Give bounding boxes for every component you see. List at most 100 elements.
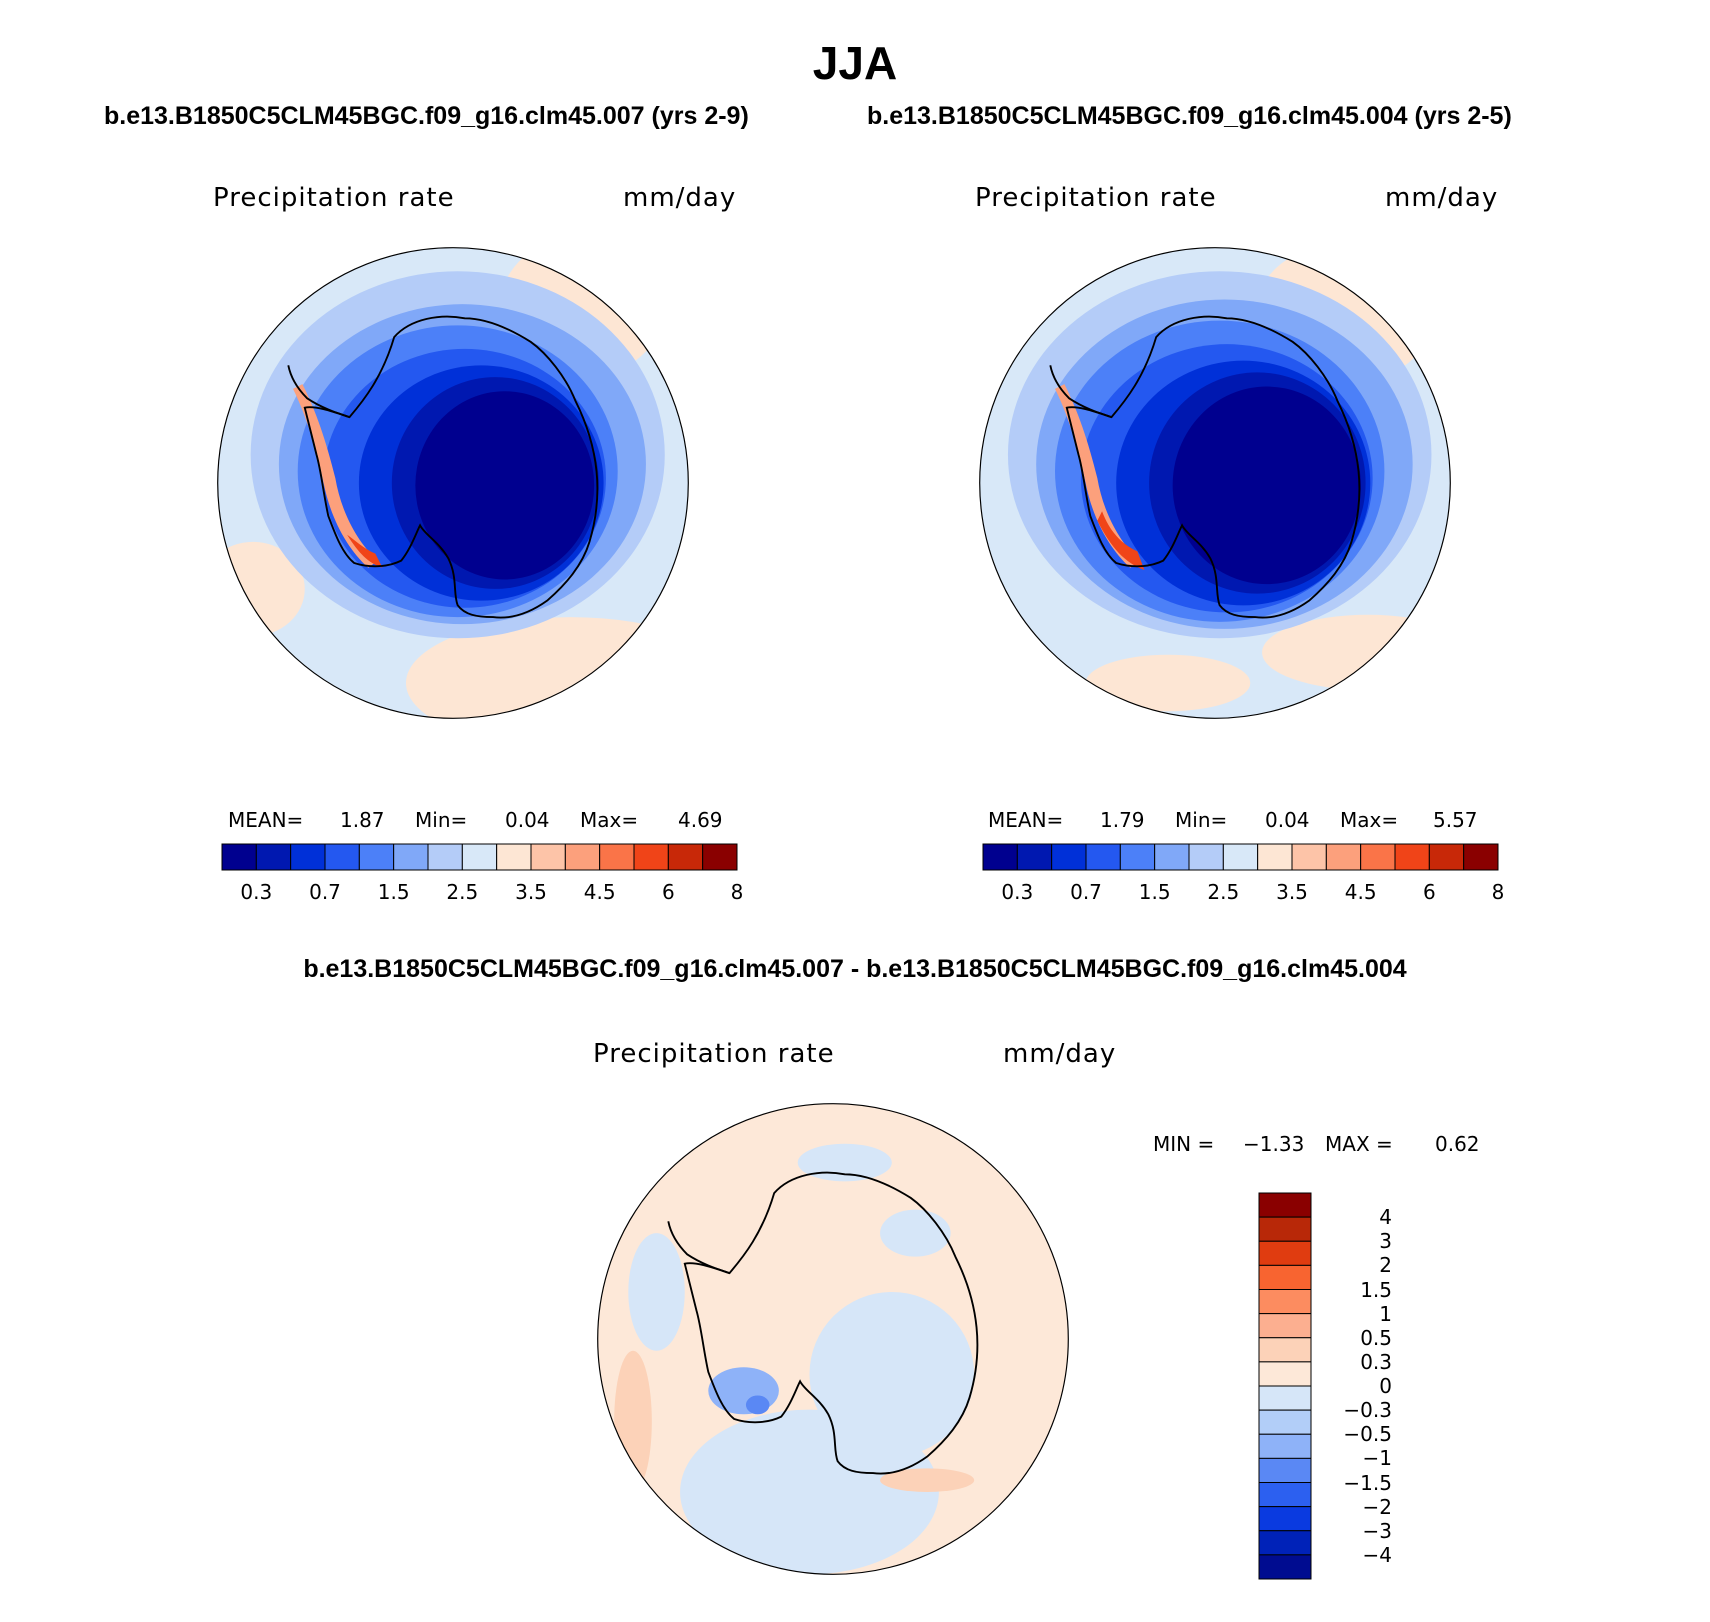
colorbar-swatch — [564, 843, 601, 871]
colorbar-tick-label: −2 — [1362, 1494, 1392, 1519]
panel1-max-label: Max= — [580, 808, 639, 832]
colorbar-swatch — [530, 843, 566, 871]
diff-min-label: MIN = — [1153, 1132, 1215, 1156]
colorbar-swatch — [1119, 843, 1156, 871]
colorbar-swatch — [1258, 1409, 1312, 1435]
colorbar-swatch — [702, 843, 738, 871]
panel2-colorbar — [982, 843, 1499, 871]
panel2-min: 0.04 — [1265, 808, 1310, 832]
colorbar-swatch — [1258, 1289, 1312, 1315]
colorbar-swatch — [599, 843, 635, 871]
colorbar-swatch — [290, 843, 326, 871]
colorbar-tick-label: 0.3 — [1001, 880, 1034, 904]
colorbar-swatch — [1428, 843, 1465, 871]
colorbar-swatch — [1258, 1554, 1312, 1580]
colorbar-swatch — [1257, 843, 1293, 871]
colorbar-swatch — [1325, 843, 1362, 871]
colorbar-tick-label: 0.5 — [1360, 1325, 1392, 1350]
panel2-map — [979, 247, 1451, 719]
colorbar-swatch — [255, 843, 292, 871]
colorbar-tick-label: 0.3 — [1360, 1349, 1392, 1374]
colorbar-swatch — [667, 843, 704, 871]
colorbar-swatch — [427, 843, 463, 871]
colorbar-swatch — [1463, 843, 1499, 871]
panel2-min-label: Min= — [1175, 808, 1228, 832]
colorbar-swatch — [324, 843, 360, 871]
diff-min: −1.33 — [1243, 1132, 1305, 1156]
colorbar-swatch — [1394, 843, 1430, 871]
colorbar-swatch — [1258, 1337, 1312, 1363]
colorbar-swatch — [1258, 1264, 1312, 1290]
colorbar-tick-label: 3 — [1379, 1229, 1392, 1254]
colorbar-swatch — [1258, 1313, 1312, 1339]
colorbar-swatch — [1258, 1530, 1312, 1556]
colorbar-swatch — [1291, 843, 1327, 871]
colorbar-tick-label: 0.3 — [240, 880, 273, 904]
colorbar-swatch — [1258, 1240, 1312, 1266]
right-case-title: b.e13.B1850C5CLM45BGC.f09_g16.clm45.004 … — [867, 102, 1512, 130]
colorbar-swatch — [1222, 843, 1259, 871]
colorbar-tick-label: 0 — [1379, 1374, 1392, 1398]
panel1-colorbar-labels: 0.3 0.7 1.5 2.5 3.5 4.5 6 8 — [222, 880, 743, 910]
colorbar-swatch — [1258, 1385, 1312, 1411]
colorbar-swatch — [1085, 843, 1121, 871]
colorbar-tick-label: −1 — [1362, 1446, 1392, 1471]
colorbar-swatch — [1258, 1506, 1312, 1532]
diff-variable: Precipitation rate — [593, 1039, 835, 1069]
panel2-colorbar-labels: 0.3 0.7 1.5 2.5 3.5 4.5 6 8 — [983, 880, 1504, 910]
colorbar-tick-label: −0.5 — [1343, 1422, 1392, 1447]
colorbar-swatch — [393, 843, 429, 871]
panel1-units: mm/day — [623, 183, 737, 213]
colorbar-swatch — [633, 843, 669, 871]
colorbar-swatch — [1188, 843, 1224, 871]
panel1-mean: 1.87 — [340, 808, 385, 832]
colorbar-swatch — [1258, 1433, 1312, 1459]
colorbar-tick-label: 4.5 — [583, 880, 616, 904]
panel2-units: mm/day — [1385, 183, 1499, 213]
diff-colorbar — [1258, 1192, 1312, 1580]
colorbar-swatch — [1016, 843, 1053, 871]
diff-max-label: MAX = — [1325, 1132, 1393, 1156]
panel2-variable: Precipitation rate — [975, 183, 1217, 213]
colorbar-swatch — [496, 843, 532, 871]
colorbar-tick-label: 1.5 — [1138, 880, 1171, 904]
panel1-min-label: Min= — [415, 808, 468, 832]
main-title: JJA — [812, 37, 898, 89]
colorbar-tick-label: 6 — [1422, 880, 1436, 904]
diff-map — [597, 1103, 1069, 1575]
colorbar-swatch — [1258, 1482, 1312, 1508]
panel1-max: 4.69 — [678, 808, 723, 832]
colorbar-tick-label: 2 — [1379, 1253, 1392, 1278]
colorbar-tick-label: −3 — [1362, 1518, 1392, 1543]
colorbar-tick-label: 0.7 — [1070, 880, 1102, 904]
colorbar-tick-label: 1.5 — [377, 880, 410, 904]
panel2-max-label: Max= — [1340, 808, 1399, 832]
colorbar-swatch — [1258, 1361, 1312, 1387]
colorbar-tick-label: 1.5 — [1360, 1277, 1392, 1302]
panel2-max: 5.57 — [1433, 808, 1478, 832]
colorbar-swatch — [358, 843, 395, 871]
colorbar-tick-label: 4.5 — [1344, 880, 1377, 904]
colorbar-tick-label: 1 — [1379, 1301, 1392, 1326]
panel2-mean: 1.79 — [1100, 808, 1145, 832]
colorbar-tick-label: 3.5 — [515, 880, 547, 904]
colorbar-tick-label: 2.5 — [1207, 880, 1240, 904]
colorbar-tick-label: 8 — [1491, 880, 1505, 904]
diff-max: 0.62 — [1435, 1132, 1480, 1156]
diff-units: mm/day — [1003, 1039, 1117, 1069]
diff-colorbar-labels: 4 3 2 1.5 1 0.5 0.3 0 −0.3 −0.5 −1 −1.5 −2 −3 −4 — [1322, 1193, 1422, 1579]
colorbar-swatch — [1258, 1216, 1312, 1242]
colorbar-tick-label: 8 — [730, 880, 744, 904]
colorbar-tick-label: −4 — [1362, 1542, 1392, 1567]
colorbar-tick-label: 2.5 — [446, 880, 479, 904]
panel1-mean-label: MEAN= — [228, 808, 304, 832]
colorbar-swatch — [1051, 843, 1087, 871]
colorbar-tick-label: 4 — [1379, 1205, 1392, 1230]
colorbar-tick-label: 6 — [661, 880, 675, 904]
colorbar-swatch — [1258, 1457, 1312, 1483]
colorbar-swatch — [1154, 843, 1190, 871]
colorbar-swatch — [1360, 843, 1396, 871]
panel2-mean-label: MEAN= — [988, 808, 1064, 832]
diff-title: b.e13.B1850C5CLM45BGC.f09_g16.clm45.007 … — [303, 955, 1407, 983]
panel1-colorbar — [221, 843, 738, 871]
